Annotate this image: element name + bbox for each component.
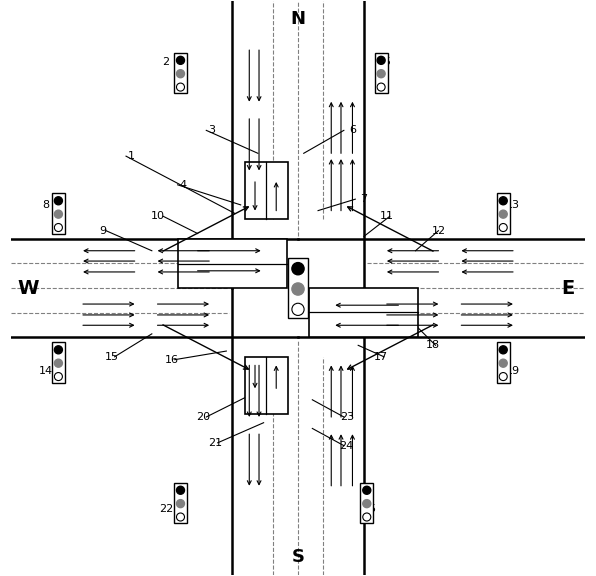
Bar xyxy=(174,53,187,93)
Bar xyxy=(246,357,288,414)
Circle shape xyxy=(176,83,185,91)
Text: 13: 13 xyxy=(506,200,520,210)
Text: 8: 8 xyxy=(42,200,49,210)
Text: S: S xyxy=(291,548,305,566)
Bar xyxy=(496,194,510,233)
Text: 4: 4 xyxy=(180,180,187,190)
Circle shape xyxy=(54,223,63,232)
Text: 6: 6 xyxy=(349,126,356,135)
Circle shape xyxy=(363,513,371,521)
Text: 9: 9 xyxy=(100,226,107,236)
Circle shape xyxy=(292,263,304,275)
Circle shape xyxy=(499,359,507,367)
Circle shape xyxy=(363,499,371,507)
Text: 16: 16 xyxy=(165,355,179,365)
Text: 20: 20 xyxy=(196,412,210,422)
Text: 21: 21 xyxy=(208,438,222,448)
Circle shape xyxy=(292,303,304,316)
Circle shape xyxy=(54,359,63,367)
Circle shape xyxy=(54,210,63,218)
Circle shape xyxy=(54,197,63,205)
Circle shape xyxy=(499,373,507,381)
Text: E: E xyxy=(561,279,574,297)
Bar xyxy=(174,483,187,523)
Text: 25: 25 xyxy=(362,503,377,514)
Circle shape xyxy=(176,70,185,78)
Circle shape xyxy=(363,486,371,494)
Text: 2: 2 xyxy=(163,56,170,67)
Circle shape xyxy=(176,513,185,521)
Text: 1: 1 xyxy=(128,151,135,161)
Circle shape xyxy=(292,283,304,295)
Circle shape xyxy=(54,346,63,354)
Bar xyxy=(309,288,418,337)
Text: 11: 11 xyxy=(380,211,394,221)
Text: 18: 18 xyxy=(426,340,440,350)
Circle shape xyxy=(176,499,185,507)
Circle shape xyxy=(499,210,507,218)
Circle shape xyxy=(499,197,507,205)
Text: 17: 17 xyxy=(374,352,388,362)
Text: 12: 12 xyxy=(432,226,445,236)
Text: 10: 10 xyxy=(151,211,164,221)
Bar xyxy=(361,483,373,523)
Bar xyxy=(496,343,510,382)
Text: 5: 5 xyxy=(383,56,390,67)
Bar xyxy=(178,239,287,288)
Text: 15: 15 xyxy=(105,352,119,362)
Circle shape xyxy=(499,346,507,354)
Circle shape xyxy=(176,56,185,65)
Circle shape xyxy=(377,70,385,78)
Circle shape xyxy=(377,56,385,65)
Text: N: N xyxy=(290,10,306,28)
Text: 24: 24 xyxy=(340,441,354,450)
Bar xyxy=(246,162,288,219)
Bar xyxy=(288,257,308,319)
Bar xyxy=(375,53,387,93)
Text: 19: 19 xyxy=(506,366,520,376)
Text: 7: 7 xyxy=(361,194,368,204)
Bar xyxy=(52,194,65,233)
Text: 22: 22 xyxy=(159,503,173,514)
Circle shape xyxy=(377,83,385,91)
Circle shape xyxy=(499,223,507,232)
Text: W: W xyxy=(18,279,39,297)
Circle shape xyxy=(176,486,185,494)
Bar xyxy=(52,343,65,382)
Text: 14: 14 xyxy=(39,366,53,376)
Text: 23: 23 xyxy=(340,412,354,422)
Circle shape xyxy=(54,373,63,381)
Text: 3: 3 xyxy=(209,126,216,135)
